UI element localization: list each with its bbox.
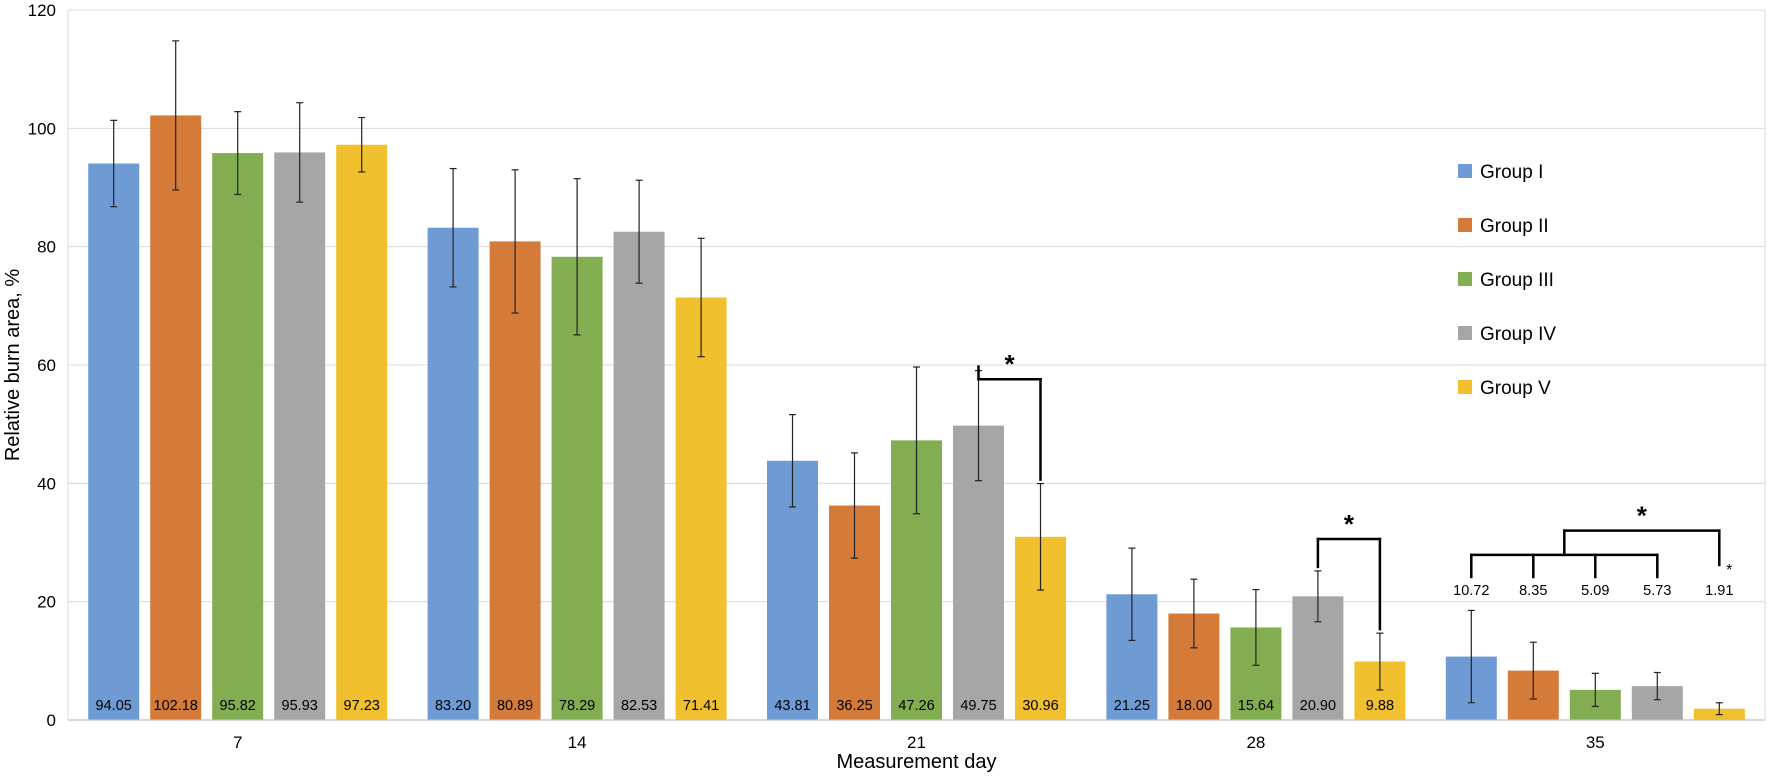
bar-data-label: 30.96	[1022, 698, 1058, 714]
bar-data-label: 47.26	[898, 698, 934, 714]
bracket-day35-star: *	[1637, 501, 1648, 531]
legend-label: Group I	[1480, 162, 1543, 183]
x-tick-label: 21	[907, 733, 926, 752]
x-tick-label: 28	[1246, 733, 1265, 752]
bar-data-label: 21.25	[1114, 698, 1150, 714]
bar-group-v-day-7	[336, 144, 388, 720]
day35-value-label: 1.91	[1705, 583, 1733, 599]
significance-annotations: * * * *	[977, 349, 1732, 631]
bar-data-label: 80.89	[497, 698, 533, 714]
legend-label: Group IV	[1480, 324, 1556, 345]
bar-labels-layer: 94.05 83.20 43.81 21.25 102.18 80.89 36.25 18.0…	[96, 583, 1734, 714]
bar-data-label: 9.88	[1366, 698, 1394, 714]
bar-group-i-day-7	[88, 163, 140, 721]
legend-swatch	[1458, 326, 1472, 340]
day35-value-label: 10.72	[1453, 583, 1489, 599]
bar-group-iv-day-7	[274, 152, 326, 720]
x-tick-label: 35	[1586, 733, 1605, 752]
bar-data-label: 18.00	[1176, 698, 1212, 714]
bar-data-label: 15.64	[1238, 698, 1274, 714]
y-tick-label: 80	[37, 238, 56, 257]
legend-label: Group V	[1480, 378, 1551, 399]
bar-group-ii-day-7	[150, 115, 202, 720]
legend-swatch	[1458, 164, 1472, 178]
bar-data-label: 71.41	[683, 698, 719, 714]
bar-data-label: 94.05	[96, 698, 132, 714]
legend-swatch	[1458, 272, 1472, 286]
bar-data-label: 83.20	[435, 698, 471, 714]
bar-data-label: 36.25	[836, 698, 872, 714]
legend-item-group-ii[interactable]: Group II	[1458, 216, 1549, 237]
bar-group-iv-day-14	[613, 231, 665, 720]
legend-label: Group III	[1480, 270, 1554, 291]
x-axis-title: Measurement day	[836, 751, 996, 773]
y-tick-label: 60	[37, 356, 56, 375]
legend-item-group-iv[interactable]: Group IV	[1458, 324, 1556, 345]
bar-data-label: 102.18	[154, 698, 198, 714]
day35-value-label: 5.73	[1643, 583, 1671, 599]
bracket-day21-star: *	[1004, 349, 1015, 379]
legend-item-group-i[interactable]: Group I	[1458, 162, 1543, 183]
bar-group-iii-day-7	[212, 153, 264, 720]
y-axis-title: Relative burn area, %	[2, 269, 24, 462]
bar-data-label: 78.29	[559, 698, 595, 714]
x-tick-label: 14	[568, 733, 587, 752]
bar-group-v-day-14	[675, 297, 727, 720]
y-tick-label: 100	[28, 119, 56, 138]
day35-value-label: 8.35	[1519, 583, 1547, 599]
y-tick-label: 40	[37, 474, 56, 493]
bar-data-label: 20.90	[1300, 698, 1336, 714]
error-bars-layer	[110, 40, 1723, 716]
bar-data-label: 95.93	[282, 698, 318, 714]
legend[interactable]: Group I Group II Group III Group IV Group V	[1458, 162, 1556, 399]
y-tick-label: 120	[28, 1, 56, 20]
legend-swatch	[1458, 380, 1472, 394]
legend-label: Group II	[1480, 216, 1549, 237]
bars-layer	[88, 115, 1745, 721]
bar-group-i-day-14	[427, 227, 479, 720]
day35-small-star: *	[1726, 562, 1732, 579]
x-tick-label: 7	[233, 733, 242, 752]
bar-data-label: 82.53	[621, 698, 657, 714]
legend-item-group-v[interactable]: Group V	[1458, 378, 1551, 399]
y-tick-label: 0	[47, 711, 56, 730]
y-tick-label: 20	[37, 593, 56, 612]
bar-group-ii-day-14	[489, 241, 541, 721]
bar-data-label: 49.75	[960, 698, 996, 714]
bracket-day28-star: *	[1344, 509, 1355, 539]
bar-data-label: 43.81	[774, 698, 810, 714]
bar-data-label: 97.23	[344, 698, 380, 714]
bar-data-label: 95.82	[220, 698, 256, 714]
day35-value-label: 5.09	[1581, 583, 1609, 599]
legend-item-group-iii[interactable]: Group III	[1458, 270, 1554, 291]
legend-swatch	[1458, 218, 1472, 232]
